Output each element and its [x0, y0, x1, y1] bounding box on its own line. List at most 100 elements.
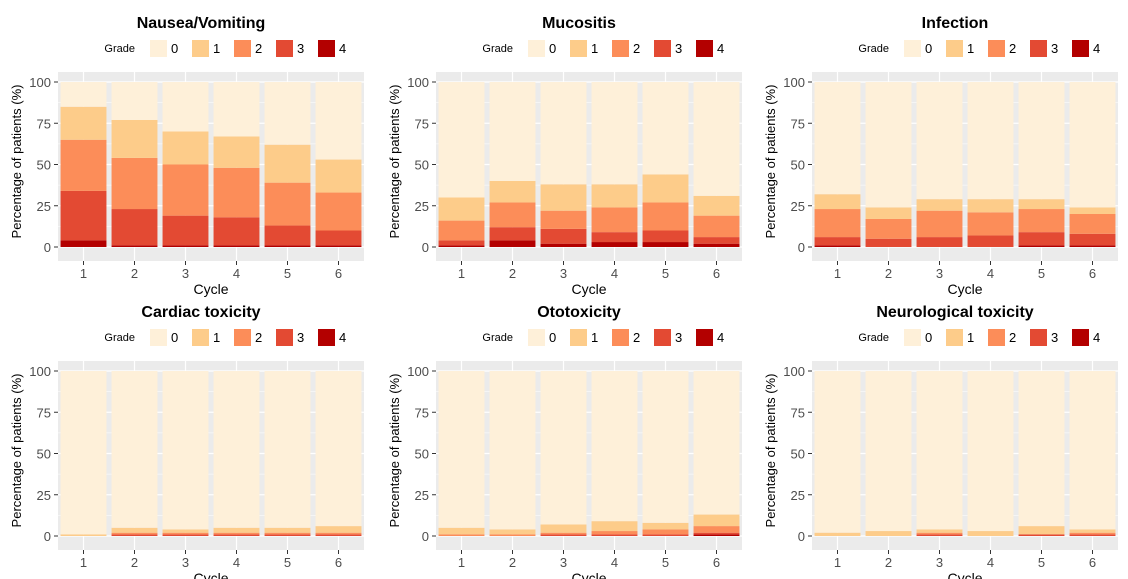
bar-cycle-3-grade-3: [540, 534, 587, 536]
bar-cycle-6-grade-2: [1069, 532, 1116, 535]
x-tick-label: 1: [834, 555, 841, 570]
x-tick-label: 2: [885, 266, 892, 281]
bar-cycle-4-grade-3: [967, 235, 1014, 247]
x-tick-label: 5: [662, 266, 669, 281]
x-tick-label: 6: [335, 266, 342, 281]
bar-cycle-5-grade-1: [264, 527, 311, 533]
bar-cycle-2-grade-1: [111, 119, 158, 158]
x-axis-label: Cycle: [947, 570, 982, 579]
y-axis-label: Percentage of patients (%): [763, 85, 778, 239]
bar-cycle-5-grade-4: [642, 242, 689, 247]
bar-cycle-3-grade-1: [916, 199, 963, 211]
legend-swatch-grade-0: [528, 40, 545, 57]
bar-cycle-2-grade-2: [489, 534, 536, 536]
bar-cycle-6-grade-1: [1069, 207, 1116, 214]
bar-cycle-3-grade-2: [916, 532, 963, 535]
legend-swatch-grade-0: [904, 329, 921, 346]
y-tick-label: 100: [407, 75, 429, 90]
y-tick-label: 75: [791, 116, 805, 131]
bar-cycle-1-grade-0: [60, 82, 107, 107]
legend-swatch-grade-3: [654, 40, 671, 57]
bar-cycle-3-grade-0: [162, 371, 209, 530]
bar-cycle-3-grade-2: [162, 164, 209, 216]
legend-label-grade-1: 1: [213, 330, 220, 345]
bar-cycle-2-grade-0: [489, 82, 536, 181]
legend-label-grade-3: 3: [675, 330, 682, 345]
legend-swatch-grade-4: [318, 329, 335, 346]
bar-cycle-1-grade-1: [438, 197, 485, 221]
chart-title: Infection: [922, 15, 989, 32]
y-tick-label: 75: [37, 116, 51, 131]
bar-cycle-2-grade-3: [111, 534, 158, 536]
legend-label-grade-3: 3: [297, 330, 304, 345]
legend-swatch-grade-4: [696, 40, 713, 57]
bar-cycle-2-grade-0: [111, 371, 158, 528]
bar-cycle-2-grade-0: [111, 82, 158, 120]
bar-cycle-5-grade-4: [264, 245, 311, 247]
y-tick-label: 0: [422, 529, 429, 544]
y-tick-label: 100: [29, 364, 51, 379]
bar-cycle-4-grade-3: [591, 534, 638, 536]
y-tick-label: 0: [422, 240, 429, 255]
x-tick-label: 3: [560, 266, 567, 281]
legend-label-grade-3: 3: [297, 41, 304, 56]
y-tick-label: 100: [783, 364, 805, 379]
bar-cycle-3-grade-4: [162, 245, 209, 247]
bar-cycle-3-grade-1: [162, 131, 209, 165]
legend-label-grade-2: 2: [1009, 330, 1016, 345]
bar-cycle-2-grade-4: [111, 245, 158, 247]
chart-title: Mucositis: [542, 15, 616, 32]
y-tick-label: 25: [791, 199, 805, 214]
bar-cycle-5-grade-1: [1018, 199, 1065, 210]
x-tick-label: 5: [1038, 266, 1045, 281]
plot-background: [58, 72, 364, 261]
bar-cycle-2-grade-0: [865, 82, 912, 208]
x-axis-label: Cycle: [193, 281, 228, 297]
bar-cycle-3-grade-3: [916, 534, 963, 536]
bar-cycle-1-grade-0: [438, 371, 485, 528]
y-tick-label: 50: [415, 158, 429, 173]
bar-cycle-5-grade-1: [642, 174, 689, 203]
bar-cycle-2-grade-3: [489, 227, 536, 241]
bar-cycle-4-grade-1: [967, 199, 1014, 213]
bar-cycle-5-grade-3: [642, 230, 689, 243]
bar-cycle-4-grade-0: [213, 82, 260, 137]
bar-cycle-1-grade-2: [438, 220, 485, 241]
bar-cycle-3-grade-1: [540, 184, 587, 211]
bar-cycle-6-grade-2: [315, 192, 362, 231]
legend-label-grade-2: 2: [1009, 41, 1016, 56]
bar-cycle-4-grade-1: [591, 521, 638, 532]
legend-swatch-grade-3: [1030, 40, 1047, 57]
legend-swatch-grade-4: [1072, 329, 1089, 346]
plot-background: [58, 361, 364, 550]
bar-cycle-4-grade-4: [213, 245, 260, 247]
legend-swatch-grade-0: [150, 329, 167, 346]
bar-cycle-6-grade-4: [693, 534, 740, 536]
bar-cycle-4-grade-3: [591, 232, 638, 243]
bar-cycle-2-grade-3: [865, 238, 912, 247]
bar-cycle-1-grade-1: [814, 532, 861, 536]
x-tick-label: 3: [560, 555, 567, 570]
legend-swatch-grade-2: [234, 329, 251, 346]
y-tick-label: 100: [407, 364, 429, 379]
legend-label-grade-3: 3: [675, 41, 682, 56]
x-axis-label: Cycle: [947, 281, 982, 297]
legend-label-grade-0: 0: [925, 41, 932, 56]
legend-swatch-grade-1: [570, 40, 587, 57]
bar-cycle-3-grade-2: [162, 532, 209, 535]
chart-title: Nausea/Vomiting: [137, 15, 266, 32]
legend-swatch-grade-2: [988, 40, 1005, 57]
bar-cycle-1-grade-2: [814, 209, 861, 238]
bar-cycle-3-grade-0: [916, 82, 963, 200]
x-tick-label: 2: [885, 555, 892, 570]
bar-cycle-5-grade-1: [642, 522, 689, 530]
chart-title: Cardiac toxicity: [141, 304, 260, 321]
x-tick-label: 5: [1038, 555, 1045, 570]
bar-cycle-6-grade-0: [1069, 371, 1116, 530]
legend-swatch-grade-3: [1030, 329, 1047, 346]
x-tick-label: 2: [131, 555, 138, 570]
bar-cycle-2-grade-1: [111, 527, 158, 533]
bar-cycle-5-grade-0: [642, 371, 689, 523]
